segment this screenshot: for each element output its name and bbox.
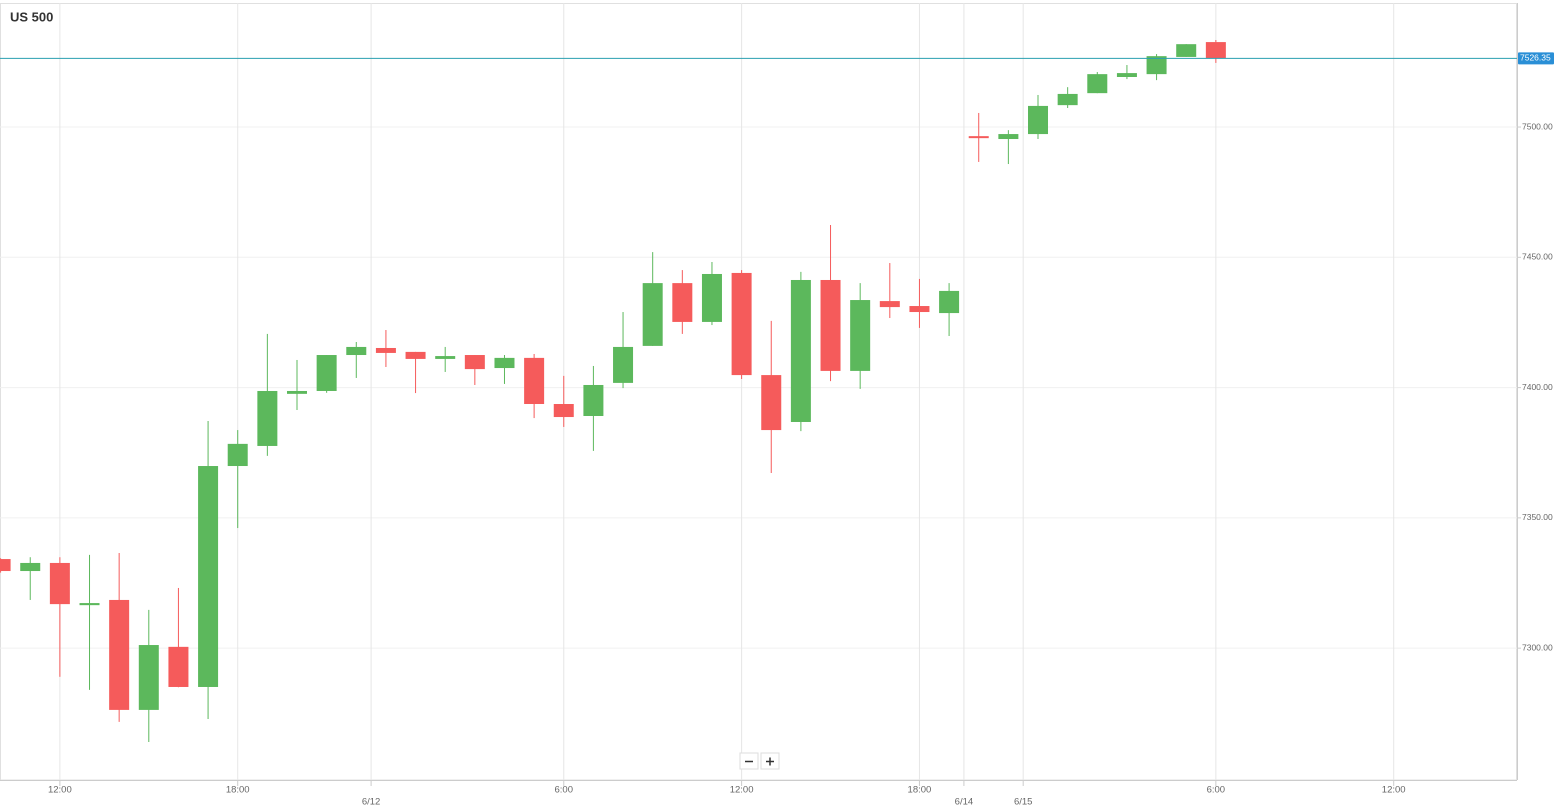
- candle-body: [642, 283, 663, 346]
- candle-body: [701, 273, 722, 322]
- candle-body: [109, 599, 130, 710]
- candle-body: [1146, 56, 1167, 75]
- x-tick-label: 18:00: [226, 785, 250, 796]
- candle-body: [1087, 74, 1108, 94]
- y-tick-label: 7500.00: [1522, 121, 1553, 131]
- current-price-box: [1518, 52, 1554, 65]
- candle-body: [761, 375, 782, 431]
- y-tick-label: 7400.00: [1522, 382, 1553, 392]
- chart-title: US 500: [10, 9, 53, 24]
- candle-body: [731, 272, 752, 376]
- candle-body: [138, 645, 159, 710]
- candle-body: [909, 306, 930, 313]
- candle-body: [227, 443, 248, 467]
- candle-body: [375, 347, 396, 353]
- candle-body: [405, 351, 426, 359]
- x-tick-label: 6/12: [362, 797, 381, 808]
- candle-body: [1116, 73, 1137, 77]
- y-tick-label: 7450.00: [1522, 252, 1553, 262]
- y-tick-label: 7300.00: [1522, 642, 1553, 652]
- candle-body: [346, 346, 367, 356]
- x-tick-label: 6/15: [1014, 797, 1033, 808]
- zoom-in-button[interactable]: [760, 752, 780, 770]
- candle-body: [316, 355, 337, 391]
- candle-body: [0, 559, 11, 572]
- candle-body: [583, 384, 604, 416]
- candle-body: [939, 290, 960, 314]
- x-tick-label: 12:00: [730, 785, 754, 796]
- candle-body: [79, 603, 100, 606]
- candle-body: [553, 404, 574, 418]
- candle-body: [1176, 44, 1197, 57]
- candle-body: [1205, 42, 1226, 59]
- x-tick-label: 6:00: [555, 785, 574, 796]
- x-tick-label: 18:00: [908, 785, 932, 796]
- candle-body: [286, 390, 307, 394]
- candle-body: [20, 562, 41, 572]
- candle-body: [49, 562, 70, 605]
- plot-frame: [0, 3, 1517, 781]
- x-tick-label: 12:00: [48, 785, 72, 796]
- candle-body: [1057, 93, 1078, 106]
- x-tick-label: 6:00: [1207, 785, 1226, 796]
- x-tick-label: 6/14: [955, 797, 974, 808]
- candle-body: [435, 356, 456, 359]
- current-price-label: 7526.35: [1520, 53, 1551, 63]
- candle-body: [524, 357, 545, 405]
- candle-body: [168, 646, 189, 687]
- x-tick-label: 12:00: [1382, 785, 1406, 796]
- candle-body: [464, 355, 485, 370]
- zoom-out-button[interactable]: [739, 752, 759, 770]
- candle-body: [672, 283, 693, 322]
- candle-body: [1028, 105, 1049, 135]
- candle-body: [257, 390, 278, 446]
- candle-body: [968, 136, 989, 139]
- candle-body: [494, 357, 515, 369]
- candle-body: [198, 466, 219, 687]
- candle-body: [879, 301, 900, 308]
- candle-body: [613, 346, 634, 383]
- candle-body: [790, 279, 811, 422]
- candle-body: [820, 279, 841, 371]
- candle-body: [850, 300, 871, 371]
- y-tick-label: 7350.00: [1522, 512, 1553, 522]
- candle-body: [998, 134, 1019, 140]
